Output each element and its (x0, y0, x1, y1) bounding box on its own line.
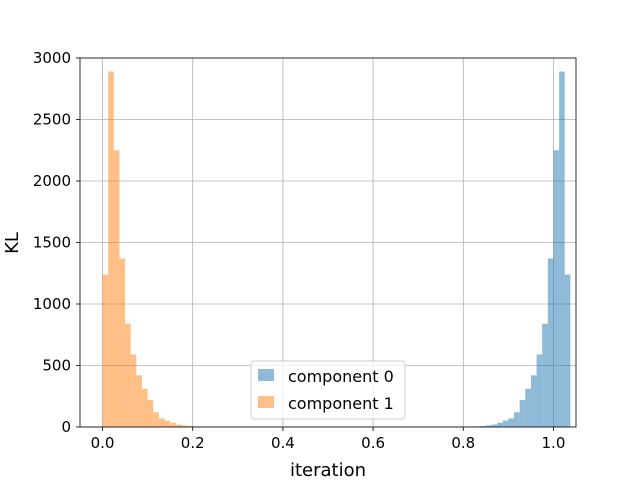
legend-box (250, 360, 406, 420)
histogram-bar-component-0 (497, 422, 503, 427)
histogram-bar-component-1 (136, 375, 142, 427)
legend-label-component-1: component 1 (288, 394, 394, 413)
x-tick-label: 0.4 (271, 434, 295, 452)
histogram-bar-component-1 (125, 323, 131, 427)
y-tick-label: 2000 (33, 172, 71, 190)
histogram-bar-component-1 (113, 150, 120, 427)
histogram-bar-component-0 (491, 424, 498, 427)
histogram-bar-component-0 (530, 375, 537, 427)
histogram-bar-component-1 (142, 388, 148, 427)
histogram-bar-component-0 (514, 412, 520, 427)
y-axis-label: KL (2, 232, 23, 254)
y-tick-label: 1500 (33, 234, 71, 252)
y-tick-label: 2500 (33, 111, 71, 129)
y-tick-label: 1000 (33, 295, 71, 313)
histogram-bar-component-0 (502, 420, 509, 427)
histogram-bar-component-1 (158, 418, 165, 427)
histogram-bar-component-1 (181, 425, 188, 427)
y-tick-label: 3000 (33, 49, 71, 67)
y-tick-label: 0 (61, 418, 71, 436)
histogram-bar-component-0 (559, 71, 565, 427)
histogram-bar-component-0 (519, 399, 526, 427)
histogram-bar-component-0 (553, 150, 560, 427)
histogram-bar-component-1 (164, 420, 171, 427)
histogram-bar-component-0 (480, 426, 486, 427)
histogram-bar-component-0 (536, 354, 543, 427)
histogram-bar-component-1 (108, 71, 114, 427)
x-tick-label: 0.2 (181, 434, 205, 452)
histogram-bar-component-1 (130, 354, 137, 427)
histogram-bar-component-1 (102, 274, 109, 427)
y-axis-ticks: 0 500 1000 1500 2000 2500 3000 (33, 49, 80, 436)
histogram-bar-component-0 (485, 425, 492, 427)
x-axis-label: iteration (290, 460, 366, 480)
histogram-bar-component-1 (175, 424, 182, 427)
histogram-bar-component-0 (525, 388, 531, 427)
legend-swatch-component-1 (258, 396, 274, 408)
histogram-bar-component-1 (170, 422, 176, 427)
legend-swatch-component-0 (258, 369, 274, 381)
histogram-bar-component-0 (542, 323, 548, 427)
y-tick-label: 500 (42, 357, 71, 375)
x-tick-label: 1.0 (542, 434, 566, 452)
histogram-bar-component-1 (153, 412, 159, 427)
x-tick-label: 0.6 (361, 434, 385, 452)
histogram-bar-component-0 (547, 258, 554, 427)
histogram-bar-component-1 (119, 258, 126, 427)
histogram-bar-component-1 (147, 399, 154, 427)
x-tick-label: 0.8 (451, 434, 475, 452)
legend-label-component-0: component 0 (288, 367, 394, 386)
histogram-bar-component-0 (564, 274, 571, 427)
grid (80, 57, 576, 428)
legend: component 0 component 1 (250, 360, 406, 420)
histogram-bar-component-1 (187, 426, 193, 427)
histogram-bar-component-0 (508, 418, 514, 427)
bars (102, 71, 571, 427)
x-axis-ticks: 0.0 0.2 0.4 0.6 0.8 1.0 (91, 427, 566, 452)
x-tick-label: 0.0 (91, 434, 115, 452)
